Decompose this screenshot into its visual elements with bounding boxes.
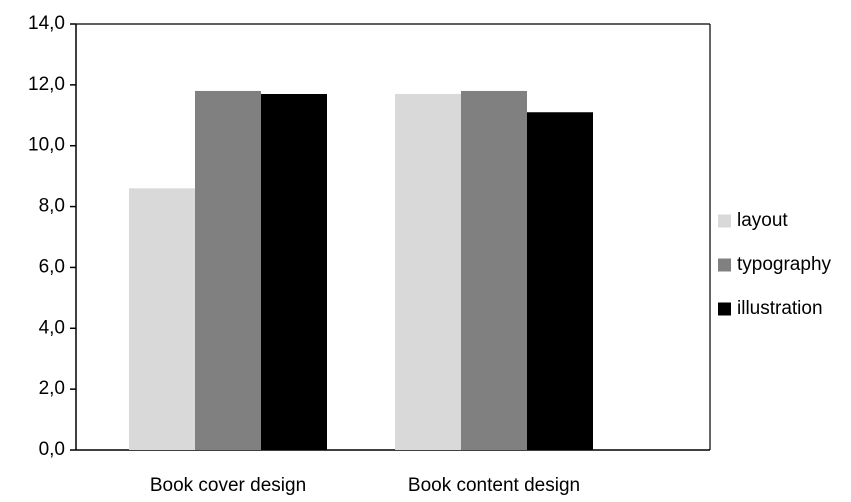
legend-swatch-typography — [718, 258, 731, 272]
legend-swatch-illustration — [718, 302, 731, 316]
y-tick-label: 2,0 — [39, 378, 65, 399]
y-tick-label: 4,0 — [39, 317, 65, 338]
bar-illustration — [261, 93, 327, 450]
legend-label-typography: typography — [737, 254, 832, 275]
y-tick-label: 8,0 — [39, 196, 65, 217]
x-category-label: Book content design — [408, 475, 580, 496]
y-axis-ticks: 0,0 2,0 4,0 6,0 8,0 10,0 12,0 14,0 — [28, 13, 76, 460]
x-category-label: Book cover design — [150, 475, 306, 496]
legend-label-illustration: illustration — [737, 298, 823, 319]
legend-swatch-layout — [718, 214, 731, 228]
x-axis-categories: Book cover design Book content design — [150, 475, 580, 496]
y-tick-label: 10,0 — [28, 135, 65, 156]
y-tick-label: 12,0 — [28, 74, 65, 95]
bar-layout — [395, 93, 461, 450]
legend: layout typography illustration — [718, 210, 832, 319]
bars — [129, 90, 593, 451]
bar-layout — [129, 188, 195, 451]
y-tick-label: 6,0 — [39, 256, 65, 277]
legend-label-layout: layout — [737, 210, 788, 231]
y-tick-label: 14,0 — [28, 13, 65, 34]
bar-typography — [461, 90, 527, 450]
bar-typography — [195, 90, 261, 450]
bar-illustration — [527, 112, 593, 450]
y-tick-label: 0,0 — [39, 439, 65, 460]
